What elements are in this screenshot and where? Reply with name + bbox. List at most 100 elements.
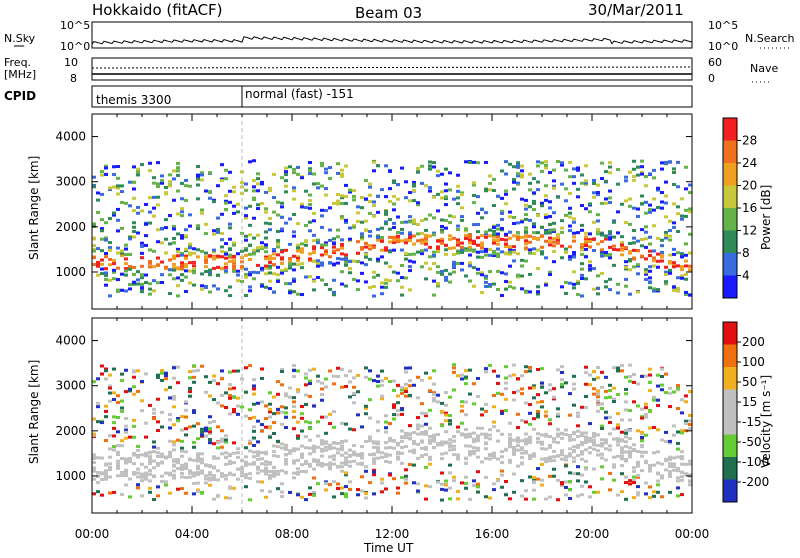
data-cell [104, 221, 108, 225]
data-cell [320, 449, 324, 453]
data-cell [668, 268, 672, 272]
data-cell [348, 448, 352, 452]
data-cell [316, 241, 320, 245]
data-cell [604, 170, 608, 174]
data-cell [652, 256, 656, 260]
data-cell [452, 448, 456, 452]
data-cell [520, 274, 524, 278]
data-cell [620, 235, 624, 239]
data-cell [324, 377, 328, 381]
data-cell [528, 218, 532, 222]
data-cell [664, 180, 668, 184]
data-cell [472, 284, 476, 288]
data-cell [332, 241, 336, 245]
data-cell [684, 208, 688, 212]
data-cell [500, 196, 504, 200]
data-cell [268, 490, 272, 494]
data-cell [456, 497, 460, 501]
data-cell [516, 412, 520, 416]
data-cell [632, 206, 636, 210]
data-cell [420, 440, 424, 444]
data-cell [336, 374, 340, 378]
data-cell [464, 435, 468, 439]
data-cell [224, 265, 228, 269]
data-cell [100, 218, 104, 222]
data-cell [280, 383, 284, 387]
data-cell [260, 457, 264, 461]
data-cell [160, 460, 164, 464]
data-cell [508, 248, 512, 252]
data-cell [644, 175, 648, 179]
data-cell [580, 204, 584, 208]
data-cell [460, 268, 464, 272]
data-cell [316, 379, 320, 383]
data-cell [248, 223, 252, 227]
data-cell [124, 457, 128, 461]
data-cell [644, 257, 648, 261]
data-cell [432, 391, 436, 395]
data-cell [620, 243, 624, 247]
data-cell [600, 254, 604, 258]
data-cell [284, 470, 288, 474]
data-cell [584, 371, 588, 375]
data-cell [580, 273, 584, 277]
data-cell [232, 461, 236, 465]
colorbar-tick-label: 20 [742, 179, 757, 193]
data-cell [132, 187, 136, 191]
data-cell [368, 437, 372, 441]
data-cell [124, 430, 128, 434]
data-cell [560, 481, 564, 485]
data-cell [588, 260, 592, 264]
data-cell [348, 395, 352, 399]
data-cell [556, 498, 560, 502]
data-cell [288, 257, 292, 261]
data-cell [428, 167, 432, 171]
data-cell [340, 194, 344, 198]
data-cell [204, 251, 208, 255]
data-cell [140, 286, 144, 290]
data-cell [324, 441, 328, 445]
data-cell [616, 291, 620, 295]
data-cell [252, 159, 256, 163]
data-cell [468, 238, 472, 242]
data-cell [168, 214, 172, 218]
data-cell [360, 445, 364, 449]
data-cell [472, 183, 476, 187]
data-cell [176, 365, 180, 369]
data-cell [264, 266, 268, 270]
data-cell [564, 280, 568, 284]
data-cell [424, 217, 428, 221]
data-cell [328, 261, 332, 265]
data-cell [432, 293, 436, 297]
data-cell [480, 255, 484, 259]
data-cell [224, 177, 228, 181]
data-cell [232, 386, 236, 390]
data-cell [624, 440, 628, 444]
data-cell [476, 448, 480, 452]
data-cell [180, 278, 184, 282]
data-cell [440, 409, 444, 413]
data-cell [400, 276, 404, 280]
y-tick-label: 4000 [55, 130, 86, 144]
data-cell [452, 370, 456, 374]
data-cell [400, 231, 404, 235]
data-cell [680, 493, 684, 497]
data-cell [396, 394, 400, 398]
data-cell [468, 253, 472, 257]
data-cell [452, 265, 456, 269]
data-cell [556, 195, 560, 199]
data-cell [416, 456, 420, 460]
data-cell [648, 373, 652, 377]
data-cell [132, 435, 136, 439]
data-cell [680, 455, 684, 459]
data-cell [192, 482, 196, 486]
data-cell [504, 160, 508, 164]
data-cell [292, 186, 296, 190]
data-cell [156, 182, 160, 186]
data-cell [204, 429, 208, 433]
data-cell [492, 254, 496, 258]
data-cell [152, 195, 156, 199]
colorbar-tick-label: 8 [742, 246, 750, 260]
data-cell [552, 467, 556, 471]
data-cell [660, 191, 664, 195]
